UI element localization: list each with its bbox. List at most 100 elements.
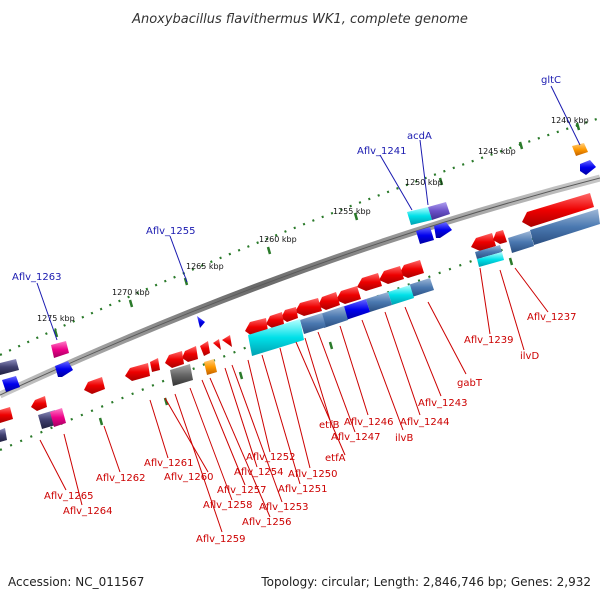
top-gene-labels: gltC acdA Aflv_1241 Aflv_1255 Aflv_1263 — [12, 75, 561, 283]
track-orange — [204, 359, 217, 375]
gene-label[interactable]: etfA — [325, 453, 346, 464]
track-steel — [530, 209, 600, 245]
bottom-gene-labels: Aflv_1237 Aflv_1239 ilvD gabT Aflv_1243 … — [44, 312, 577, 545]
top-leaders — [36, 85, 581, 341]
tick-label: 1260 kbp — [259, 235, 297, 244]
track-steel — [408, 278, 434, 297]
tick-label: 1255 kbp — [333, 207, 371, 216]
reverse-strand-row-2 — [0, 209, 600, 442]
track-magenta — [50, 408, 66, 427]
gene-label[interactable]: Aflv_1265 — [44, 491, 94, 502]
rna-feature[interactable] — [407, 207, 432, 225]
gene-label[interactable]: Aflv_1239 — [464, 335, 514, 346]
gene-label[interactable]: Aflv_1247 — [331, 432, 381, 443]
Aflv_1262-gene[interactable] — [84, 377, 105, 394]
tick-label: 1270 kbp — [112, 288, 150, 297]
genome-backbone — [0, 174, 600, 399]
gene-label[interactable]: Aflv_1244 — [400, 417, 450, 428]
forward-strand-features — [0, 143, 596, 392]
topology-text: Topology: circular; Length: 2,846,746 bp… — [260, 575, 591, 589]
Aflv_1260-gene[interactable] — [165, 351, 184, 368]
gene-red[interactable] — [379, 266, 404, 284]
gene-red[interactable] — [150, 358, 160, 372]
gene-red[interactable] — [200, 341, 210, 356]
Aflv_1255-gene[interactable] — [197, 316, 205, 328]
gene-red[interactable] — [357, 273, 382, 291]
gene-label[interactable]: Aflv_1254 — [234, 467, 284, 478]
track-steel — [300, 313, 326, 334]
gene-label[interactable]: acdA — [407, 131, 432, 142]
track-steel — [366, 292, 392, 312]
bottom-leaders — [39, 267, 549, 533]
gene-label[interactable]: Aflv_1253 — [259, 502, 309, 513]
gene-red[interactable] — [399, 260, 424, 278]
tick-label: 1240 kbp — [551, 116, 589, 125]
track-grey — [170, 364, 193, 386]
gene-blue[interactable] — [55, 361, 73, 377]
gene-red[interactable] — [213, 339, 221, 350]
gene-label[interactable]: etfB — [319, 420, 340, 431]
gene-red[interactable] — [0, 407, 13, 423]
gene-label[interactable]: Aflv_1257 — [217, 485, 267, 496]
Aflv_1241-gene[interactable] — [416, 227, 434, 244]
gene-slate[interactable] — [0, 359, 19, 375]
track-cyan — [477, 252, 504, 267]
track-steel — [320, 306, 348, 328]
gene-blue[interactable] — [580, 160, 596, 175]
gene-red[interactable] — [31, 396, 47, 411]
genome-backbone-edge — [0, 177, 600, 396]
tick-label: 1265 kbp — [186, 262, 224, 271]
Aflv_1237-gene[interactable] — [522, 193, 594, 227]
gene-red[interactable] — [266, 312, 284, 328]
gene-blue[interactable] — [2, 376, 20, 392]
gene-label[interactable]: gabT — [457, 378, 483, 389]
gene-label[interactable]: Aflv_1255 — [146, 226, 196, 237]
gene-label[interactable]: Aflv_1263 — [12, 272, 62, 283]
gene-label[interactable]: Aflv_1261 — [144, 458, 194, 469]
tick-labels: 1240 kbp 1245 kbp 1250 kbp 1255 kbp 1260… — [37, 116, 589, 323]
acdA-gene[interactable] — [428, 202, 450, 220]
etfB-gene[interactable] — [336, 286, 361, 304]
gene-label[interactable]: Aflv_1258 — [203, 500, 253, 511]
gene-red[interactable] — [281, 307, 298, 322]
gene-label[interactable]: Aflv_1246 — [344, 417, 394, 428]
gene-label[interactable]: Aflv_1250 — [288, 469, 338, 480]
track-slate — [0, 428, 7, 442]
gene-label[interactable]: Aflv_1241 — [357, 146, 407, 157]
Aflv_1239-gene[interactable] — [471, 233, 496, 251]
map-title: Anoxybacillus flavithermus WK1, complete… — [131, 12, 468, 27]
gene-label[interactable]: ilvD — [520, 351, 539, 362]
gene-label[interactable]: Aflv_1252 — [246, 452, 296, 463]
reverse-strand-row-1 — [0, 193, 594, 423]
accession-text: Accession: NC_011567 — [8, 575, 144, 589]
Aflv_1261-gene[interactable] — [125, 363, 150, 381]
tick-label: 1250 kbp — [405, 178, 443, 187]
etfA-gene[interactable] — [318, 292, 340, 310]
track-steel — [475, 245, 502, 259]
Aflv_1263-gene[interactable] — [51, 341, 69, 358]
gene-label[interactable]: Aflv_1237 — [527, 312, 577, 323]
tick-label: 1245 kbp — [478, 147, 516, 156]
gltC-gene[interactable] — [572, 143, 588, 156]
gene-label[interactable]: Aflv_1260 — [164, 472, 214, 483]
gene-label[interactable]: Aflv_1251 — [278, 484, 328, 495]
gene-label[interactable]: Aflv_1264 — [63, 506, 113, 517]
gene-red[interactable] — [295, 298, 322, 316]
track-cyan — [248, 319, 304, 356]
tick-label: 1275 kbp — [37, 314, 75, 323]
track-cyan — [388, 285, 414, 305]
gene-blue[interactable] — [434, 222, 452, 238]
track-steel — [508, 231, 534, 253]
gene-label[interactable]: Aflv_1256 — [242, 517, 292, 528]
gene-label[interactable]: Aflv_1259 — [196, 534, 246, 545]
gene-red[interactable] — [493, 230, 507, 244]
gene-red[interactable] — [222, 335, 232, 347]
gene-label[interactable]: ilvB — [395, 433, 413, 444]
gene-label[interactable]: Aflv_1243 — [418, 398, 468, 409]
gene-label[interactable]: Aflv_1262 — [96, 473, 146, 484]
track-blue — [342, 299, 370, 320]
gene-red[interactable] — [182, 346, 198, 362]
gene-label[interactable]: gltC — [541, 75, 561, 86]
